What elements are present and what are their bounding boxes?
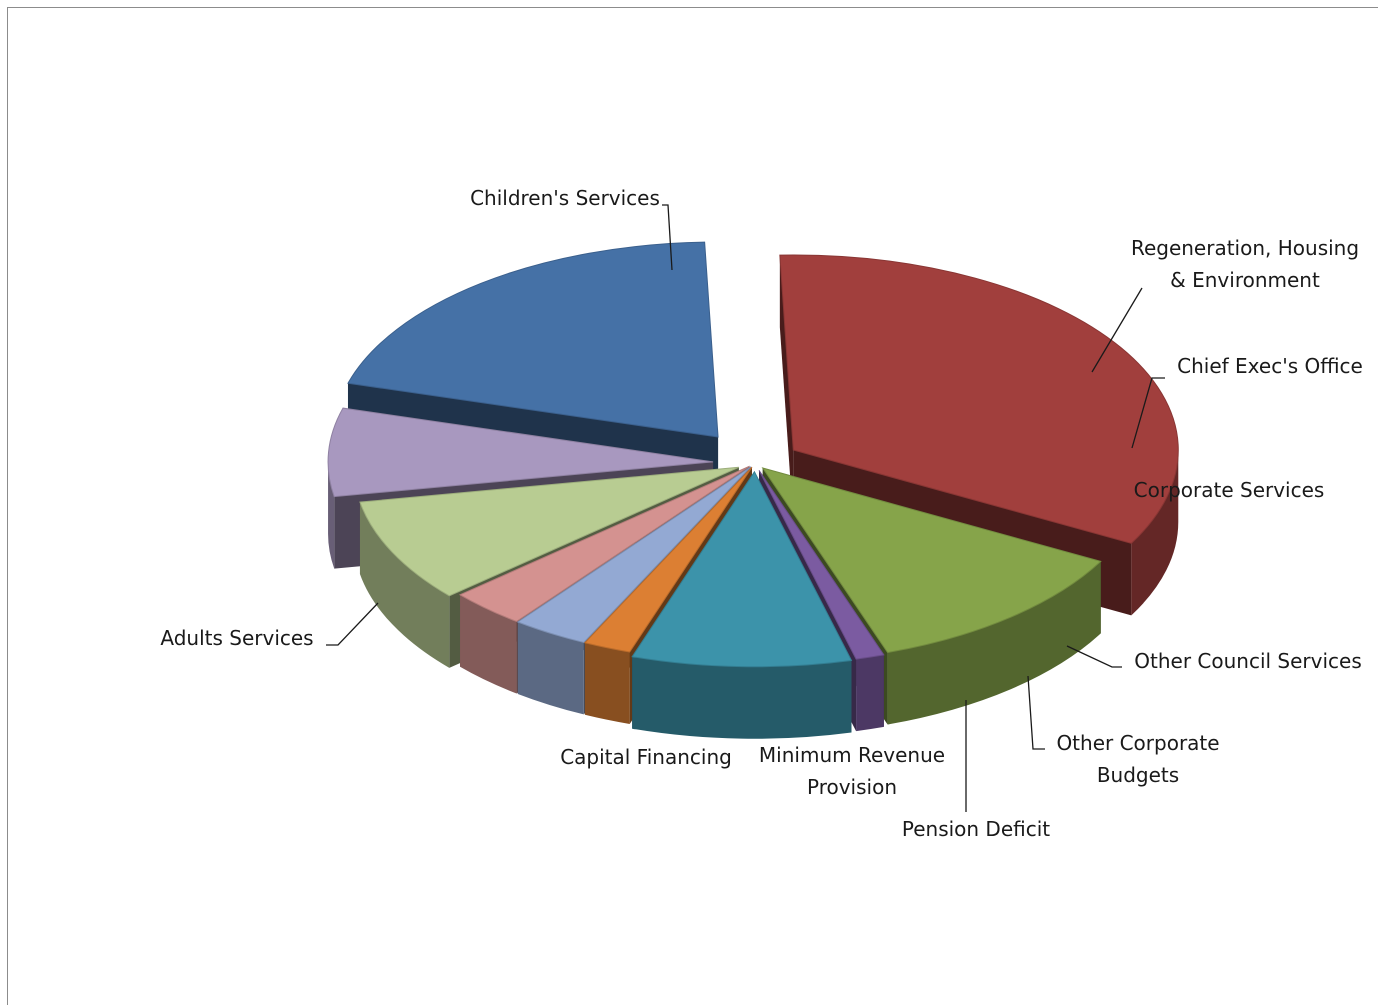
- slice-top: [327, 407, 714, 498]
- slice-label-line: Corporate Services: [1134, 478, 1325, 502]
- slice-outer-wall: [887, 561, 1101, 725]
- slice-top: [458, 465, 750, 623]
- slice-outer-wall: [632, 656, 852, 739]
- slice-label-line: Regeneration, Housing: [1131, 236, 1359, 260]
- slice-label: Regeneration, Housing & Environment: [1131, 236, 1359, 292]
- slice-outer-wall: [517, 621, 584, 715]
- slice-label-line: Provision: [807, 775, 897, 799]
- slice-outer-wall: [584, 642, 630, 724]
- slice-top: [631, 470, 853, 668]
- pie-slice: [631, 470, 853, 739]
- slice-label: Other Corporate Budgets: [1056, 731, 1219, 787]
- slice-top: [779, 254, 1179, 544]
- slice-label-line: Other Council Services: [1134, 649, 1362, 673]
- slice-top: [347, 241, 719, 438]
- slice-top: [359, 466, 739, 597]
- slice-label-line: Chief Exec's Office: [1177, 354, 1363, 378]
- slice-outer-wall: [359, 502, 450, 668]
- slice-top: [583, 466, 753, 653]
- slice-label: Minimum Revenue Provision: [759, 743, 945, 799]
- slice-label-line: Budgets: [1097, 763, 1179, 787]
- slice-outer-wall: [1131, 449, 1179, 616]
- slice-label: Adults Services: [160, 626, 313, 650]
- slice-label-line: Children's Services: [470, 186, 660, 210]
- labels-layer: Children's Services Regeneration, Housing…: [160, 186, 1362, 841]
- leader-line: [1091, 287, 1143, 373]
- leader-line: [1027, 675, 1045, 750]
- slice-label: Capital Financing: [560, 745, 732, 769]
- slice-outer-wall: [460, 594, 517, 694]
- leader-line: [1131, 377, 1165, 449]
- slice-label-line: Other Corporate: [1056, 731, 1219, 755]
- slice-label-line: Minimum Revenue: [759, 743, 945, 767]
- slice-top: [758, 470, 885, 660]
- leader-line: [662, 204, 673, 271]
- slices-layer: [327, 241, 1179, 739]
- slice-top: [761, 467, 1102, 654]
- slice-outer-wall: [328, 461, 335, 569]
- slice-label: Children's Services: [470, 186, 660, 210]
- slice-label: Chief Exec's Office: [1177, 354, 1363, 378]
- slice-outer-wall: [856, 654, 884, 732]
- slice-label: Other Council Services: [1134, 649, 1362, 673]
- leader-line: [1066, 645, 1122, 668]
- slice-label-line: & Environment: [1170, 268, 1320, 292]
- slice-label: Corporate Services: [1134, 478, 1325, 502]
- slice-label: Pension Deficit: [902, 817, 1050, 841]
- slice-wall: [779, 255, 794, 522]
- slice-label-line: Adults Services: [160, 626, 313, 650]
- leader-line: [326, 602, 379, 646]
- slice-top: [516, 466, 752, 643]
- slice-label-line: Pension Deficit: [902, 817, 1050, 841]
- slice-label-line: Capital Financing: [560, 745, 732, 769]
